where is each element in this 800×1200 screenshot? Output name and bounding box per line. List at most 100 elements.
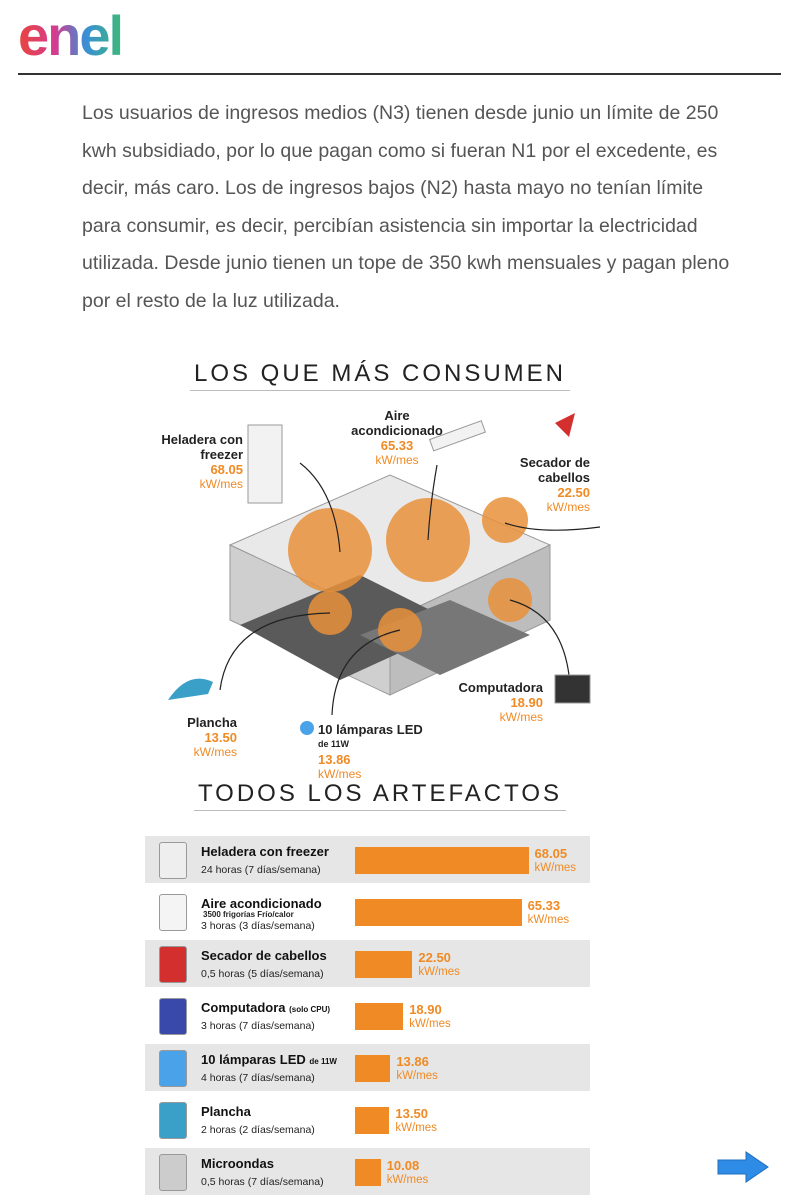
callout-note: de 11W — [318, 739, 350, 749]
appliance-icon — [159, 1154, 187, 1191]
callout-unit: kW/mes — [199, 477, 243, 491]
value-label: 68.05 kW/mes — [535, 847, 577, 875]
highlight — [482, 497, 528, 543]
callout: 10 lámparas LED de 11W 13.86 kW/mes — [318, 722, 428, 782]
iron-icon — [168, 678, 213, 700]
house-illustration — [168, 413, 601, 735]
title-text: LOS QUE MÁS CONSUMEN — [189, 360, 571, 391]
callout-name: Heladera con freezer — [161, 432, 243, 462]
name-text: Plancha — [201, 1104, 251, 1119]
floor-lower — [240, 575, 460, 680]
callout-name: Computadora — [458, 680, 544, 695]
appliance-schedule: 3 horas (7 días/semana) — [201, 1020, 315, 1032]
appliance-schedule: 2 horas (2 días/semana) — [201, 1124, 315, 1136]
fridge-icon — [247, 424, 283, 504]
callout: Secador de cabellos 22.50 kW/mes — [500, 455, 590, 515]
appliance-row: Plancha 2 horas (2 días/semana) 13.50 kW/me… — [145, 1096, 590, 1143]
leader-lines — [219, 462, 601, 716]
bar — [355, 1003, 404, 1030]
appliance-icon — [159, 998, 187, 1035]
value-label: 65.33 kW/mes — [528, 899, 570, 927]
callout-value: 18.90 — [510, 695, 543, 710]
value-number: 18.90 — [409, 1002, 442, 1017]
appliance-note: de 11W — [309, 1057, 337, 1066]
appliance-row: Secador de cabellos 0,5 horas (5 días/sem… — [145, 940, 590, 987]
appliance-icon — [159, 1102, 187, 1139]
callout-name: Plancha — [187, 715, 237, 730]
callout-name: 10 lámparas LED — [318, 722, 423, 737]
appliance-icon — [159, 842, 187, 879]
value-number: 65.33 — [527, 898, 561, 913]
name-text: Heladera con freezer — [201, 844, 329, 859]
value-unit: kW/mes — [534, 862, 577, 874]
appliance-note: 3500 frigorías Frío/calor — [203, 910, 294, 919]
value-unit: kW/mes — [396, 1070, 438, 1082]
appliance-icon — [159, 946, 187, 983]
callout-name: Secador de cabellos — [519, 455, 590, 485]
value-unit: kW/mes — [395, 1122, 437, 1134]
appliance-note: (solo CPU) — [289, 1005, 331, 1014]
callout-unit: kW/mes — [318, 767, 362, 781]
appliance-schedule: 24 horas (7 días/semana) — [201, 864, 321, 876]
callout-name: Aire acondicionado — [351, 408, 443, 438]
dryer-icon — [555, 413, 575, 437]
appliance-schedule: 0,5 horas (7 días/semana) — [201, 1176, 324, 1188]
value-number: 13.50 — [395, 1106, 428, 1121]
appliance-row: 10 lámparas LED de 11W 4 horas (7 días/se… — [145, 1044, 590, 1091]
name-text: Microondas — [201, 1156, 274, 1171]
callout-unit: kW/mes — [499, 710, 543, 724]
value-unit: kW/mes — [386, 1174, 429, 1186]
appliance-row: Aire acondicionado 3500 frigorías Frío/ca… — [145, 888, 590, 935]
highlight — [288, 508, 372, 592]
value-number: 68.05 — [534, 846, 568, 861]
appliance-row: Heladera con freezer 24 horas (7 días/sem… — [145, 836, 590, 883]
infographic-title: LOS QUE MÁS CONSUMEN — [0, 360, 760, 391]
infographic-subtitle: TODOS LOS ARTEFACTOS — [0, 780, 760, 811]
appliance-row: Microondas 0,5 horas (7 días/semana) 10.08… — [145, 1148, 590, 1195]
callout: Plancha 13.50 kW/mes — [157, 715, 237, 760]
callout: Aire acondicionado 65.33 kW/mes — [337, 408, 457, 468]
appliance-schedule: 0,5 horas (5 días/semana) — [201, 968, 324, 980]
callout-value: 22.50 — [557, 485, 590, 500]
appliance-name: Plancha — [201, 1104, 251, 1119]
next-arrow[interactable] — [716, 1150, 770, 1184]
article-paragraph: Los usuarios de ingresos medios (N3) tie… — [82, 102, 730, 312]
bar — [355, 899, 522, 926]
appliance-icon — [159, 1050, 187, 1087]
callout: Computadora 18.90 kW/mes — [433, 680, 544, 725]
value-unit: kW/mes — [418, 966, 460, 978]
callout-unit: kW/mes — [546, 500, 590, 514]
title-text: TODOS LOS ARTEFACTOS — [193, 780, 567, 811]
callout-unit: kW/mes — [193, 745, 237, 759]
appliance-icon — [159, 894, 187, 931]
value-label: 10.08 kW/mes — [387, 1159, 429, 1187]
name-text: Computadora — [201, 1000, 286, 1015]
name-text: Secador de cabellos — [201, 948, 327, 963]
appliance-schedule: 4 horas (7 días/semana) — [201, 1072, 315, 1084]
callout-value: 68.05 — [210, 462, 243, 477]
header-rule — [18, 73, 781, 75]
bar — [355, 847, 529, 874]
appliance-row: Computadora (solo CPU) 3 horas (7 días/se… — [145, 992, 590, 1039]
appliance-schedule: 3 horas (3 días/semana) — [201, 920, 315, 932]
ac-icon — [428, 420, 487, 452]
appliance-name: 10 lámparas LED de 11W — [201, 1052, 337, 1067]
callout-unit: kW/mes — [375, 453, 419, 467]
appliance-name: Microondas — [201, 1156, 274, 1171]
bar — [355, 1055, 391, 1082]
value-label: 22.50 kW/mes — [418, 951, 460, 979]
bar — [355, 951, 413, 978]
appliance-name: Heladera con freezer — [201, 844, 329, 859]
name-text: Aire acondicionado — [201, 896, 322, 911]
bulb-icon — [300, 721, 314, 735]
value-number: 22.50 — [418, 950, 451, 965]
callout-value: 13.50 — [204, 730, 237, 745]
value-label: 13.50 kW/mes — [395, 1107, 437, 1135]
name-text: 10 lámparas LED — [201, 1052, 306, 1067]
appliance-name: Aire acondicionado — [201, 896, 322, 911]
arrow-shape[interactable] — [717, 1151, 769, 1183]
appliance-name: Computadora (solo CPU) — [201, 1000, 330, 1015]
value-number: 10.08 — [386, 1158, 420, 1173]
logo[interactable]: enel — [18, 4, 124, 67]
